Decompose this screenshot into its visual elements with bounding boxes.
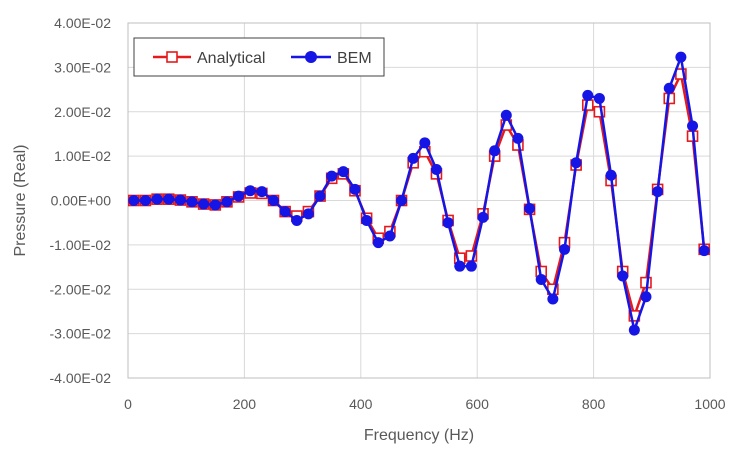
data-point-bem	[628, 324, 640, 336]
data-point-bem	[512, 132, 524, 144]
data-point-bem	[396, 195, 408, 206]
legend-bem-label: BEM	[337, 50, 372, 67]
data-point-bem	[663, 82, 675, 94]
data-point-bem	[314, 190, 326, 202]
data-point-bem	[256, 186, 268, 198]
data-point-bem	[139, 195, 151, 206]
data-point-bem	[337, 166, 349, 178]
data-point-bem	[605, 169, 617, 181]
data-point-bem	[209, 199, 221, 211]
data-point-bem	[349, 183, 361, 195]
data-point-bem	[698, 245, 710, 257]
data-point-bem	[547, 293, 559, 305]
data-point-bem	[291, 214, 303, 226]
data-point-bem	[302, 208, 314, 220]
data-point-bem	[407, 152, 419, 164]
data-point-bem	[454, 260, 466, 272]
data-point-bem	[384, 230, 396, 242]
data-point-bem	[326, 170, 338, 182]
data-point-bem	[593, 92, 605, 104]
x-tick-label: 200	[233, 396, 257, 412]
x-tick-label: 600	[466, 396, 490, 412]
data-point-bem	[128, 195, 140, 206]
data-point-bem	[372, 237, 384, 249]
data-point-bem	[174, 194, 186, 206]
data-point-bem	[500, 109, 512, 121]
y-axis-title: Pressure (Real)	[12, 144, 29, 256]
data-point-bem	[268, 195, 279, 206]
x-tick-label: 800	[582, 396, 606, 412]
series-bem	[128, 51, 710, 336]
data-point-bem	[186, 196, 198, 208]
data-point-bem	[163, 193, 175, 205]
x-axis-title: Frequency (Hz)	[364, 427, 474, 444]
data-point-bem	[675, 51, 687, 63]
data-point-bem	[617, 270, 629, 282]
legend-entry-bem: BEM	[291, 50, 372, 67]
data-point-bem	[489, 145, 501, 157]
data-point-bem	[524, 202, 536, 214]
x-tick-label: 1000	[694, 396, 725, 412]
y-tick-label: -4.00E-02	[50, 370, 112, 386]
data-point-bem	[430, 163, 442, 175]
series-analytical	[128, 68, 710, 322]
x-tick-label: 400	[349, 396, 373, 412]
y-tick-label: 1.00E-02	[54, 148, 111, 164]
legend-entry-analytical: Analytical	[153, 50, 265, 67]
legend: Analytical BEM	[133, 37, 385, 77]
data-point-bem	[442, 217, 454, 229]
data-point-bem	[279, 206, 291, 218]
y-tick-label: -1.00E-02	[50, 237, 112, 253]
y-tick-label: 4.00E-02	[54, 15, 111, 31]
data-point-bem	[198, 198, 210, 210]
legend-bem-marker	[305, 51, 317, 63]
legend-analytical-label: Analytical	[197, 50, 265, 67]
data-point-bem	[244, 185, 256, 197]
series-layer	[128, 51, 710, 336]
data-point-bem	[640, 291, 652, 303]
x-tick-label: 0	[124, 396, 132, 412]
x-axis-tick-labels: 0 200 400 600 800 1000	[124, 396, 726, 412]
y-tick-label: 3.00E-02	[54, 59, 111, 75]
legend-analytical-marker	[166, 51, 178, 63]
y-tick-label: 0.00E+00	[51, 193, 112, 209]
data-point-bem	[419, 137, 431, 149]
data-point-bem	[687, 120, 699, 132]
data-point-bem	[582, 89, 594, 101]
data-point-bem	[151, 193, 163, 205]
data-point-bem	[477, 211, 489, 223]
data-point-bem	[559, 243, 570, 255]
data-point-bem	[465, 260, 477, 272]
y-tick-label: 2.00E-02	[54, 104, 111, 120]
plot-area-frame	[127, 22, 711, 379]
data-point-bem	[233, 190, 245, 202]
y-axis-tick-labels: -4.00E-02 -3.00E-02 -2.00E-02 -1.00E-02 0.00…	[50, 15, 112, 386]
data-point-bem	[361, 214, 373, 226]
y-tick-label: -2.00E-02	[50, 281, 112, 297]
data-point-bem	[535, 273, 547, 285]
data-point-bem	[570, 157, 582, 169]
data-point-bem	[652, 186, 664, 198]
y-tick-label: -3.00E-02	[50, 326, 112, 342]
data-point-bem	[221, 196, 233, 208]
